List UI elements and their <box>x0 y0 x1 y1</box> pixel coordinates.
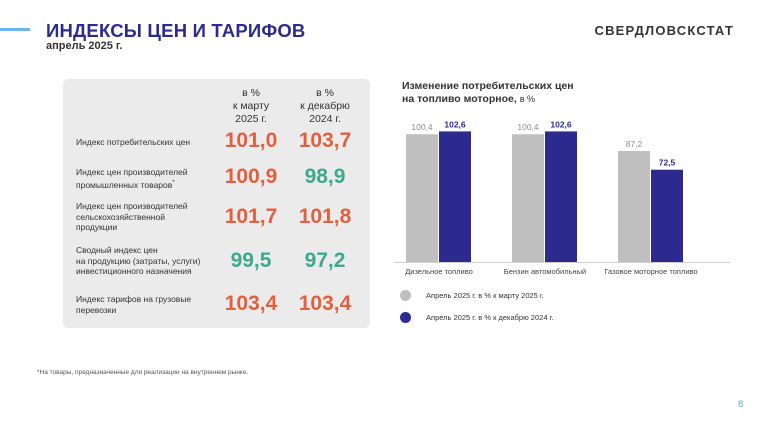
data-label: 100,4 <box>411 122 433 132</box>
bar-march <box>512 134 544 262</box>
data-label: 72,5 <box>659 158 676 168</box>
value-investment-march: 99,5 <box>230 249 272 272</box>
value-agricultural-december: 101,8 <box>298 205 352 228</box>
bar-march <box>618 151 650 262</box>
legend-dot-blue <box>400 311 411 323</box>
bar-december <box>651 169 683 262</box>
row-label-line: перевозки <box>76 304 117 315</box>
column-header-line: к марту <box>232 100 270 112</box>
data-label: 102,6 <box>444 119 466 129</box>
footnote: *На товары, предназначенные для реализац… <box>37 369 249 376</box>
accent-line <box>0 28 30 31</box>
column-header-march: в % к марту 2025 г. <box>216 87 286 126</box>
value-investment-december: 97,2 <box>304 249 346 272</box>
column-header-line: в % <box>316 87 334 99</box>
category-label: Бензин автомобильный <box>504 267 586 276</box>
row-label-investment: Сводный индекс цен на продукцию (затраты… <box>76 245 226 277</box>
page-title: ИНДЕКСЫ ЦЕН И ТАРИФОВ <box>46 20 306 41</box>
category-label: Дизельное топливо <box>405 267 473 276</box>
chart-title-line: на топливо моторное, <box>402 93 517 105</box>
row-label-line: Индекс цен производителей <box>76 201 188 211</box>
footnote-mark: * <box>172 179 175 186</box>
row-label-line: Индекс потребительских цен <box>76 137 191 147</box>
chart-unit: в % <box>519 94 535 104</box>
column-header-december: в % к декабрю 2024 г. <box>290 87 360 126</box>
category-label: Газовое моторное топливо <box>604 267 697 276</box>
legend-dot-gray <box>400 289 411 301</box>
row-label-line: Индекс тарифов на грузовые <box>76 294 192 304</box>
value-industrial-december: 98,9 <box>304 165 346 188</box>
row-label-line: инвестиционного назначения <box>76 266 192 276</box>
value-cpi-march: 101,0 <box>224 129 278 152</box>
column-header-line: в % <box>242 87 260 99</box>
row-label-cpi: Индекс потребительских цен <box>76 137 226 148</box>
data-label: 102,6 <box>550 119 572 129</box>
chart-title-line: Изменение потребительских цен <box>402 80 574 92</box>
row-label-freight: Индекс тарифов на грузовые перевозки <box>76 294 226 315</box>
legend-item-december: Апрель 2025 г. в % к декабрю 2024 г. <box>400 310 553 324</box>
value-freight-march: 103,4 <box>224 292 278 315</box>
data-label: 87,2 <box>626 139 643 149</box>
column-header-line: 2025 г. <box>235 113 267 125</box>
data-label: 100,4 <box>517 122 539 132</box>
chart-title: Изменение потребительских цен на топливо… <box>402 80 702 106</box>
row-label-line: на продукцию (затраты, услуги) <box>76 255 201 266</box>
row-label-agricultural: Индекс цен производителей сельскохозяйст… <box>76 201 226 233</box>
row-label-line: Сводный индекс цен <box>76 245 158 255</box>
row-label-industrial: Индекс цен производителей промышленных т… <box>76 167 226 190</box>
value-cpi-december: 103,7 <box>298 129 352 152</box>
row-label-line: продукции <box>76 222 118 232</box>
page-subtitle: апрель 2025 г. <box>46 40 123 52</box>
value-agricultural-march: 101,7 <box>224 205 278 228</box>
value-freight-december: 103,4 <box>298 292 352 315</box>
bar-december <box>545 131 577 262</box>
page-number: 8 <box>738 399 744 410</box>
bar-march <box>406 134 438 262</box>
column-header-line: 2024 г. <box>309 113 341 125</box>
legend-label: Апрель 2025 г. в % к декабрю 2024 г. <box>426 312 554 322</box>
row-label-line: Индекс цен производителей <box>76 167 188 177</box>
column-header-line: к декабрю <box>300 100 350 112</box>
legend-item-march: Апрель 2025 г. в % к марту 2025 г. <box>400 288 544 302</box>
row-label-line: сельскохозяйственной <box>76 211 165 222</box>
value-industrial-march: 100,9 <box>224 165 278 188</box>
bar-december <box>439 131 471 262</box>
indices-table-panel <box>63 79 370 328</box>
fuel-price-chart: 100,4 102,6 Дизельное топливо 100,4 102,6 Бен… <box>394 119 730 276</box>
row-label-line: промышленных товаров <box>76 179 173 190</box>
legend-label: Апрель 2025 г. в % к марту 2025 г. <box>426 290 544 300</box>
brand-logo-text: СВЕРДЛОВСКСТАТ <box>594 23 734 38</box>
